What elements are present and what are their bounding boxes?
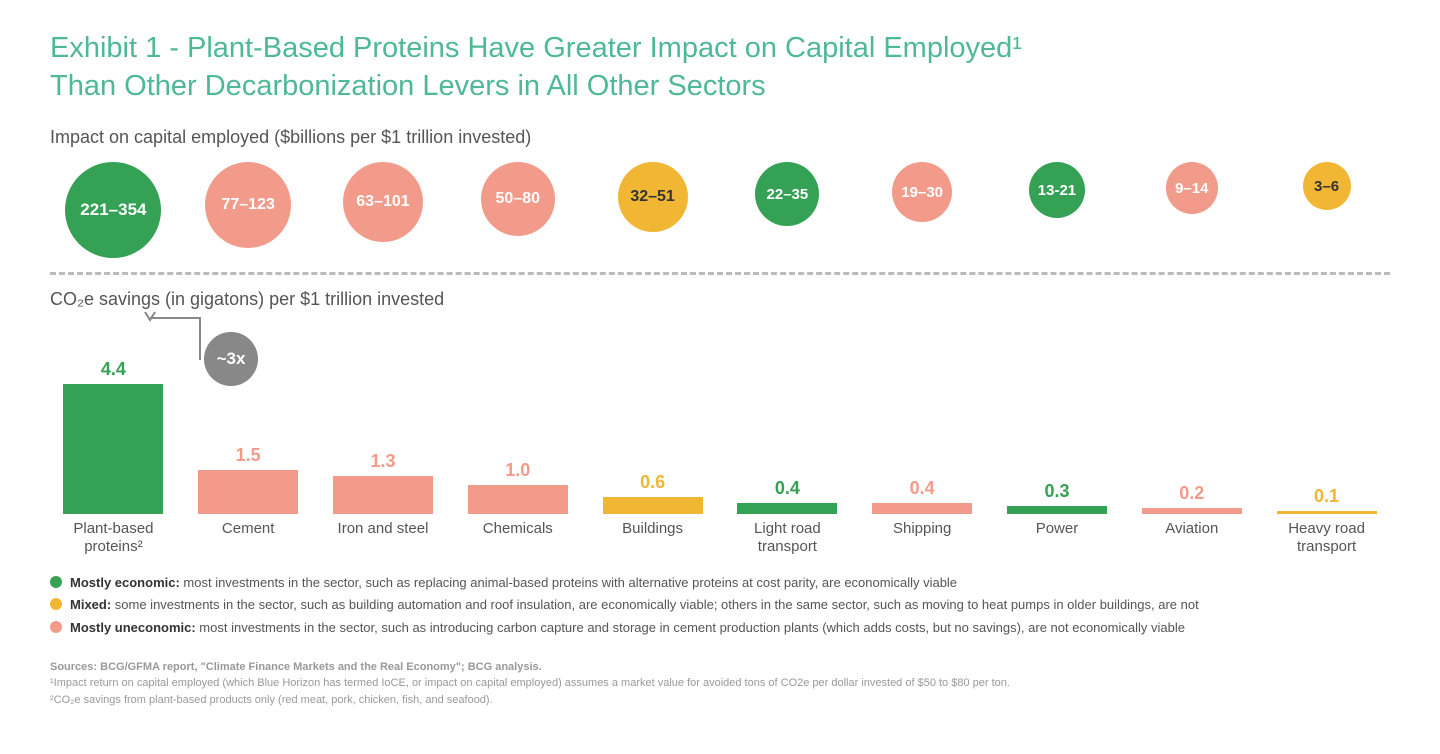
callout-3x: ~3x bbox=[204, 332, 258, 386]
legend-row: Mostly uneconomic: most investments in t… bbox=[50, 617, 1390, 639]
bar-category-label: Heavy road transport bbox=[1263, 520, 1390, 558]
bar-value-label: 0.4 bbox=[775, 478, 800, 499]
bar bbox=[737, 503, 837, 515]
bar-column: 0.4 bbox=[724, 324, 851, 514]
legend-row: Mixed: some investments in the sector, s… bbox=[50, 594, 1390, 616]
impact-circle: 19–30 bbox=[892, 162, 952, 222]
bar-label-col: Light road transport bbox=[724, 514, 851, 558]
bar-category-label: Light road transport bbox=[724, 520, 851, 558]
bar-labels-row: Plant-based proteins² Cement Iron and stee… bbox=[50, 514, 1390, 558]
callout-3x-circle: ~3x bbox=[204, 332, 258, 386]
bar bbox=[468, 485, 568, 515]
legend-text: Mixed: some investments in the sector, s… bbox=[70, 594, 1199, 616]
bar bbox=[63, 384, 163, 514]
bar-value-label: 1.3 bbox=[370, 451, 395, 472]
impact-circle-wrap: 32–51 bbox=[589, 162, 716, 258]
bar-value-label: 0.2 bbox=[1179, 483, 1204, 504]
bar-value-label: 0.6 bbox=[640, 472, 665, 493]
bar-category-label: Plant-based proteins² bbox=[50, 520, 177, 558]
bar bbox=[198, 470, 298, 514]
bar-category-label: Buildings bbox=[622, 520, 683, 558]
bar-category-label: Iron and steel bbox=[338, 520, 429, 558]
bar-column: 0.4 bbox=[859, 324, 986, 514]
legend-text: Mostly uneconomic: most investments in t… bbox=[70, 617, 1185, 639]
bar bbox=[1142, 508, 1242, 514]
bar-category-label: Cement bbox=[222, 520, 275, 558]
bar-label-col: Plant-based proteins² bbox=[50, 514, 177, 558]
co2-bar-chart: ~3x 4.4 1.5 1.3 1.0 0.6 0.4 0.4 0.3 0.2 0.1 bbox=[50, 324, 1390, 514]
impact-circle: 221–354 bbox=[65, 162, 161, 258]
bar-column: 0.1 bbox=[1263, 324, 1390, 514]
impact-circle-wrap: 9–14 bbox=[1128, 162, 1255, 258]
impact-circle-wrap: 3–6 bbox=[1263, 162, 1390, 258]
bar-label-col: Power bbox=[994, 514, 1121, 558]
title-line-1: Exhibit 1 - Plant-Based Proteins Have Gr… bbox=[50, 32, 1022, 64]
bar-value-label: 0.3 bbox=[1044, 481, 1069, 502]
bar-value-label: 1.5 bbox=[236, 445, 261, 466]
impact-circle-wrap: 77–123 bbox=[185, 162, 312, 258]
impact-circles-row: 221–354 77–123 63–101 50–80 32–51 22–35 19–30 1… bbox=[50, 162, 1390, 258]
bar-value-label: 4.4 bbox=[101, 359, 126, 380]
bar bbox=[1007, 506, 1107, 515]
bar-category-label: Aviation bbox=[1165, 520, 1218, 558]
impact-circle: 50–80 bbox=[481, 162, 555, 236]
impact-section-label: Impact on capital employed ($billions pe… bbox=[50, 127, 1390, 148]
legend-dot bbox=[50, 576, 62, 588]
legend-text: Mostly economic: most investments in the… bbox=[70, 572, 957, 594]
impact-circle: 77–123 bbox=[205, 162, 291, 248]
impact-circle-wrap: 19–30 bbox=[859, 162, 986, 258]
bar-label-col: Shipping bbox=[859, 514, 986, 558]
bar-category-label: Chemicals bbox=[483, 520, 553, 558]
bar bbox=[872, 503, 972, 515]
impact-circle: 63–101 bbox=[343, 162, 423, 242]
impact-circle-wrap: 13-21 bbox=[994, 162, 1121, 258]
bar-column: 0.2 bbox=[1128, 324, 1255, 514]
bar-label-col: Heavy road transport bbox=[1263, 514, 1390, 558]
impact-circle: 3–6 bbox=[1303, 162, 1351, 210]
bar-category-label: Shipping bbox=[893, 520, 951, 558]
title-line-2: Than Other Decarbonization Levers in All… bbox=[50, 70, 766, 102]
footnote-1: ¹Impact return on capital employed (whic… bbox=[50, 675, 1390, 692]
bar-column: 1.3 bbox=[320, 324, 447, 514]
impact-circle-wrap: 22–35 bbox=[724, 162, 851, 258]
bar-column: 0.3 bbox=[994, 324, 1121, 514]
bar-label-col: Aviation bbox=[1128, 514, 1255, 558]
impact-circle-wrap: 50–80 bbox=[454, 162, 581, 258]
legend-row: Mostly economic: most investments in the… bbox=[50, 572, 1390, 594]
dashed-divider bbox=[50, 272, 1390, 275]
legend: Mostly economic: most investments in the… bbox=[50, 572, 1390, 638]
impact-circle-wrap: 63–101 bbox=[320, 162, 447, 258]
bar-label-col: Buildings bbox=[589, 514, 716, 558]
bar bbox=[333, 476, 433, 514]
bar bbox=[603, 497, 703, 515]
impact-circle: 22–35 bbox=[755, 162, 819, 226]
footnote-sources: Sources: BCG/GFMA report, "Climate Finan… bbox=[50, 659, 1390, 676]
bar-column: 0.6 bbox=[589, 324, 716, 514]
footnote-2: ²CO₂e savings from plant-based products … bbox=[50, 692, 1390, 709]
impact-circle: 13-21 bbox=[1029, 162, 1085, 218]
impact-circle-wrap: 221–354 bbox=[50, 162, 177, 258]
impact-circle: 9–14 bbox=[1166, 162, 1218, 214]
footnotes: Sources: BCG/GFMA report, "Climate Finan… bbox=[50, 659, 1390, 709]
bar-value-label: 0.1 bbox=[1314, 486, 1339, 507]
legend-dot bbox=[50, 598, 62, 610]
bar-category-label: Power bbox=[1036, 520, 1079, 558]
bar-label-col: Cement bbox=[185, 514, 312, 558]
bar bbox=[1277, 511, 1377, 514]
bar-value-label: 1.0 bbox=[505, 460, 530, 481]
impact-circle: 32–51 bbox=[618, 162, 688, 232]
bar-value-label: 0.4 bbox=[910, 478, 935, 499]
legend-dot bbox=[50, 621, 62, 633]
bar-label-col: Chemicals bbox=[454, 514, 581, 558]
bar-label-col: Iron and steel bbox=[320, 514, 447, 558]
exhibit-title: Exhibit 1 - Plant-Based Proteins Have Gr… bbox=[50, 30, 1390, 105]
bar-column: 1.0 bbox=[454, 324, 581, 514]
